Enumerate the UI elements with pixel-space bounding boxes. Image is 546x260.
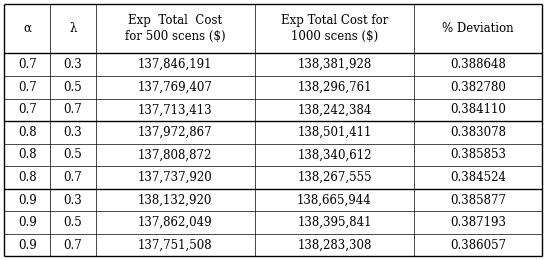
Text: 0.9: 0.9 [18, 216, 37, 229]
Text: 0.5: 0.5 [63, 81, 82, 94]
Text: 0.7: 0.7 [18, 58, 37, 71]
Text: 0.8: 0.8 [18, 148, 37, 161]
Text: 0.8: 0.8 [18, 126, 37, 139]
Text: 137,751,508: 137,751,508 [138, 239, 212, 252]
Text: Exp  Total  Cost
for 500 scens ($): Exp Total Cost for 500 scens ($) [125, 14, 225, 43]
Text: 0.9: 0.9 [18, 239, 37, 252]
Text: 138,267,555: 138,267,555 [297, 171, 372, 184]
Text: 138,501,411: 138,501,411 [297, 126, 372, 139]
Text: 0.7: 0.7 [63, 103, 82, 116]
Text: 138,381,928: 138,381,928 [298, 58, 372, 71]
Text: 138,296,761: 138,296,761 [297, 81, 372, 94]
Text: 138,395,841: 138,395,841 [297, 216, 372, 229]
Text: 138,340,612: 138,340,612 [297, 148, 372, 161]
Text: 138,283,308: 138,283,308 [297, 239, 372, 252]
Text: 138,132,920: 138,132,920 [138, 193, 212, 206]
Text: 137,737,920: 137,737,920 [138, 171, 212, 184]
Text: 137,846,191: 137,846,191 [138, 58, 212, 71]
Text: 0.7: 0.7 [63, 239, 82, 252]
Text: 137,713,413: 137,713,413 [138, 103, 212, 116]
Text: 0.385877: 0.385877 [450, 193, 506, 206]
Text: 0.3: 0.3 [63, 126, 82, 139]
Text: 137,808,872: 137,808,872 [138, 148, 212, 161]
Text: 0.383078: 0.383078 [450, 126, 506, 139]
Text: 0.385853: 0.385853 [450, 148, 506, 161]
Text: 0.9: 0.9 [18, 193, 37, 206]
Text: 0.384524: 0.384524 [450, 171, 506, 184]
Text: 0.7: 0.7 [18, 81, 37, 94]
Text: 137,769,407: 137,769,407 [138, 81, 213, 94]
Text: 0.5: 0.5 [63, 148, 82, 161]
Text: 0.3: 0.3 [63, 193, 82, 206]
Text: λ: λ [69, 22, 76, 35]
Text: 0.386057: 0.386057 [450, 239, 506, 252]
Text: 138,665,944: 138,665,944 [297, 193, 372, 206]
Text: 0.5: 0.5 [63, 216, 82, 229]
Text: 0.3: 0.3 [63, 58, 82, 71]
Text: 0.7: 0.7 [63, 171, 82, 184]
Text: % Deviation: % Deviation [442, 22, 514, 35]
Text: Exp Total Cost for
1000 scens ($): Exp Total Cost for 1000 scens ($) [281, 14, 388, 43]
Text: 0.8: 0.8 [18, 171, 37, 184]
Text: 0.7: 0.7 [18, 103, 37, 116]
Text: 137,972,867: 137,972,867 [138, 126, 212, 139]
Text: 0.384110: 0.384110 [450, 103, 506, 116]
Text: 138,242,384: 138,242,384 [297, 103, 372, 116]
Text: 0.388648: 0.388648 [450, 58, 506, 71]
Text: 0.382780: 0.382780 [450, 81, 506, 94]
Text: α: α [23, 22, 31, 35]
Text: 0.387193: 0.387193 [450, 216, 506, 229]
Text: 137,862,049: 137,862,049 [138, 216, 212, 229]
